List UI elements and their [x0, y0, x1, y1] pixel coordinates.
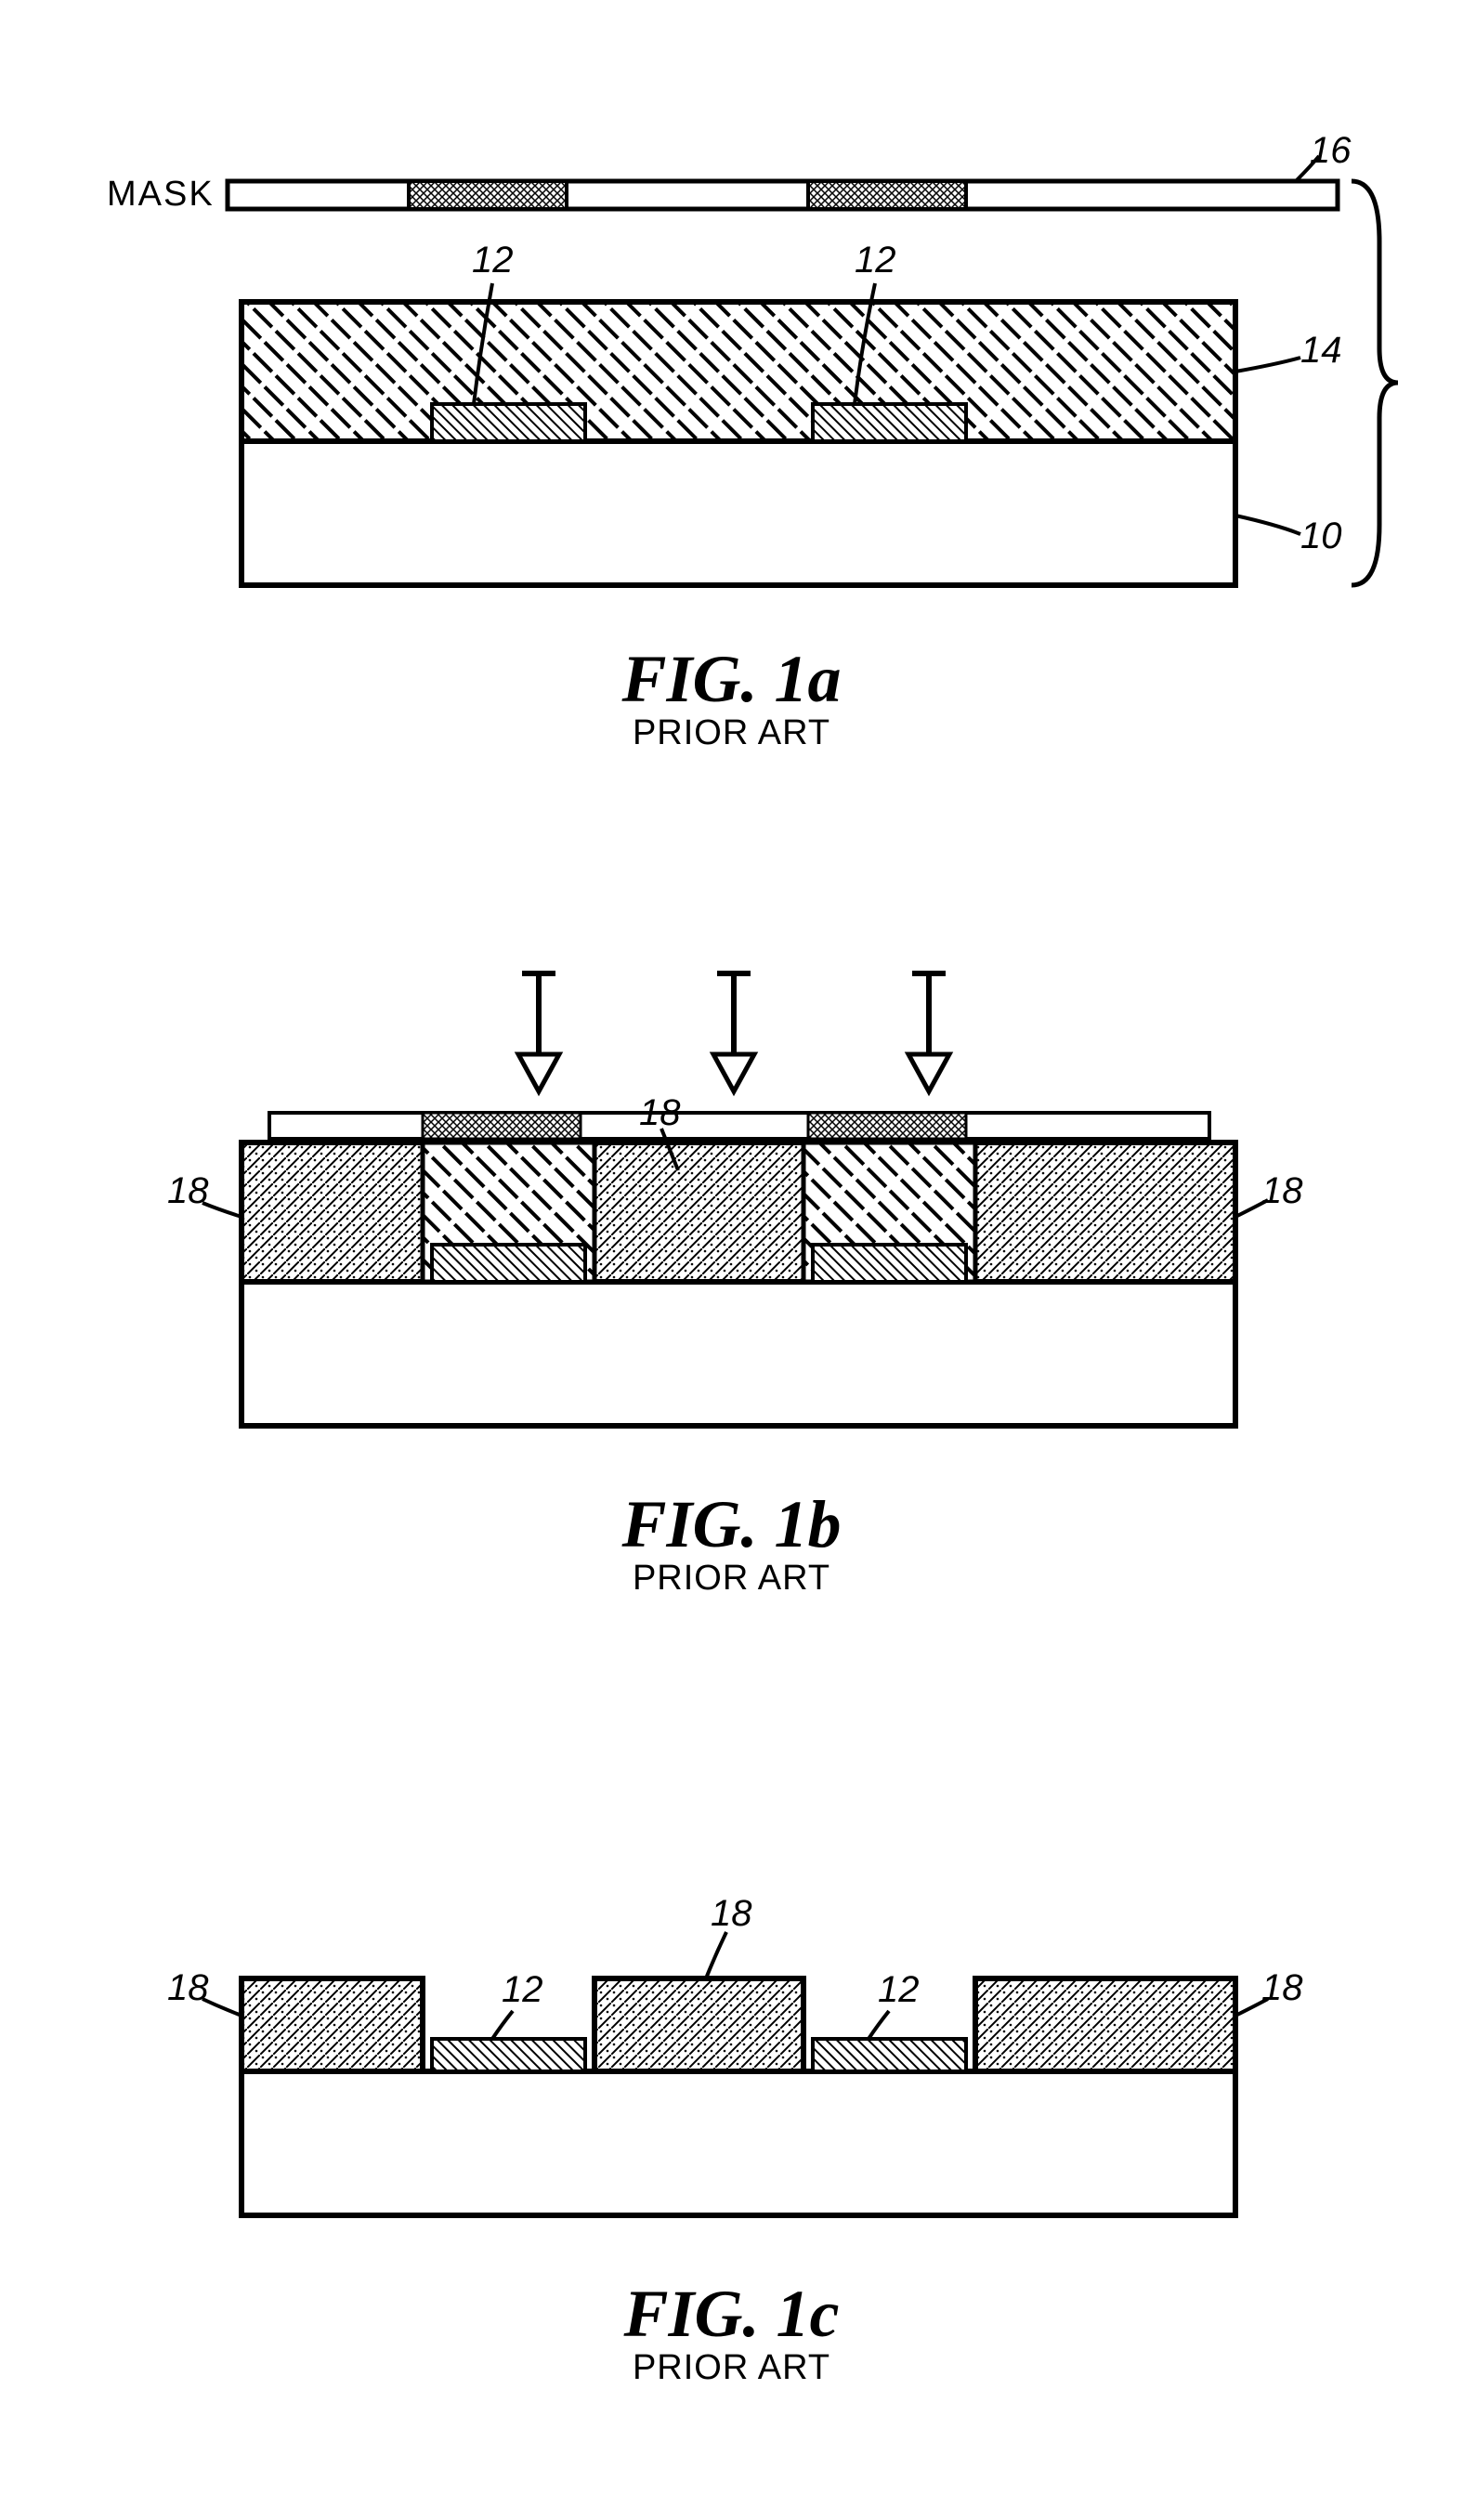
figB-label-18-left: 18 [167, 1170, 209, 1212]
figC-label-18-right: 18 [1261, 1967, 1303, 2009]
figA-label-12b: 12 [855, 240, 896, 281]
figA-feature-2 [813, 404, 966, 441]
figB-arrow-2 [713, 973, 754, 1091]
figA-label-10: 10 [1300, 516, 1342, 557]
figB-mask-bar [269, 1113, 1209, 1139]
figB-substrate [242, 1282, 1235, 1426]
figC-block-3 [975, 1978, 1235, 2071]
figB-mask-opaque-1 [423, 1113, 581, 1139]
figC-block-1 [242, 1978, 423, 2071]
figC-feature-2 [813, 2039, 966, 2071]
figB-resist-exposed [242, 1142, 1235, 1282]
figC-title: FIG. 1c [0, 2276, 1463, 2353]
figC-label-18-left: 18 [167, 1967, 209, 2009]
figC-label-18-mid: 18 [711, 1893, 752, 1935]
figC-leader-12b [869, 2011, 889, 2039]
figB-mask-opaque-2 [808, 1113, 966, 1139]
figA-title: FIG. 1a [0, 641, 1463, 718]
figA-leader-14 [1235, 358, 1300, 372]
figC-substrate [242, 2071, 1235, 2215]
figA-mask-opaque-2 [808, 181, 966, 209]
figA-resist [242, 302, 1235, 441]
figA-label-16: 16 [1310, 130, 1352, 172]
figA-brace [1352, 181, 1398, 585]
figA-subtitle: PRIOR ART [0, 713, 1463, 753]
figA-mask-bar [228, 181, 1338, 209]
figure-1a [228, 156, 1398, 585]
figC-block-2 [594, 1978, 803, 2071]
diagram-canvas [0, 0, 1463, 2520]
figB-arrow-3 [908, 973, 949, 1091]
figA-label-14: 14 [1300, 330, 1342, 372]
figA-mask-opaque-1 [409, 181, 567, 209]
figB-label-18-right: 18 [1261, 1170, 1303, 1212]
figB-arrow-1 [518, 973, 559, 1091]
figC-label-12a: 12 [502, 1969, 543, 2011]
figC-leader-12a [492, 2011, 513, 2039]
figB-feature-2 [813, 1245, 966, 1282]
figA-leader-10 [1235, 516, 1300, 534]
figure-1b [202, 973, 1268, 1426]
figA-label-12a: 12 [472, 240, 514, 281]
figB-label-18-mid: 18 [639, 1092, 681, 1134]
figA-feature-1 [432, 404, 585, 441]
figB-feature-1 [432, 1245, 585, 1282]
figC-feature-1 [432, 2039, 585, 2071]
figC-subtitle: PRIOR ART [0, 2348, 1463, 2388]
figA-mask-text: MASK [107, 175, 215, 215]
figC-leader-18-mid [706, 1932, 726, 1978]
figB-title: FIG. 1b [0, 1486, 1463, 1563]
figC-label-12b: 12 [878, 1969, 920, 2011]
figB-subtitle: PRIOR ART [0, 1559, 1463, 1599]
figure-1c [202, 1932, 1268, 2215]
figA-substrate [242, 441, 1235, 585]
